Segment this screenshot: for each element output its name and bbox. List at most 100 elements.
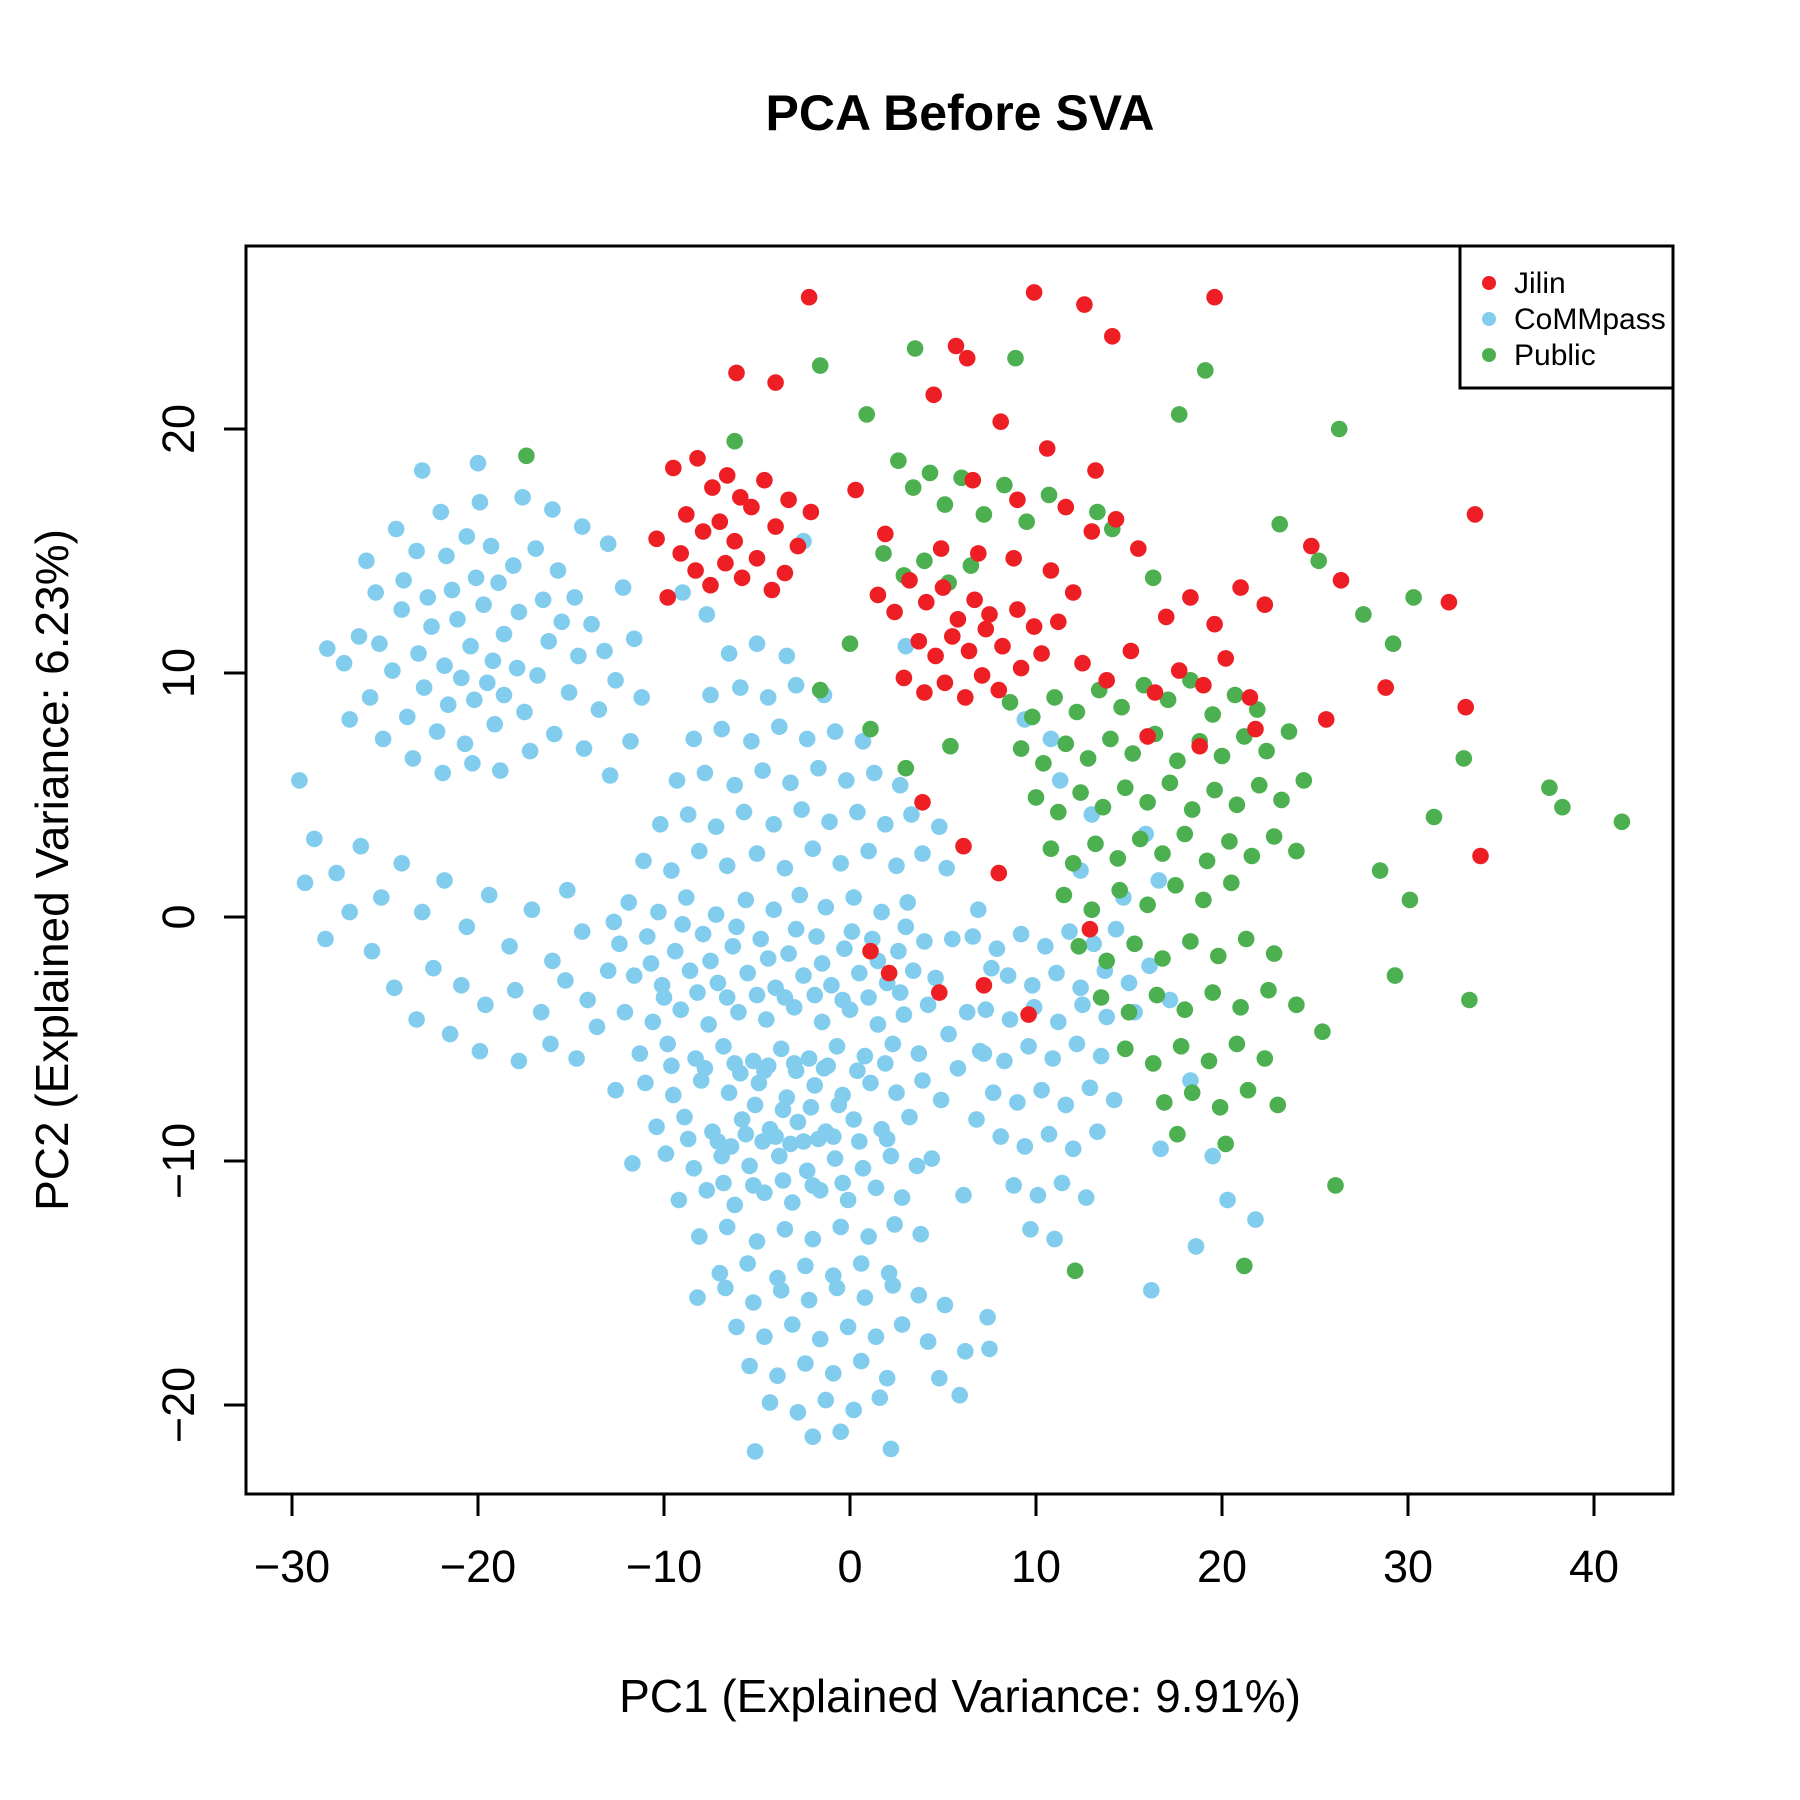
data-point-commpass — [393, 855, 411, 872]
data-point-jilin — [1107, 511, 1125, 528]
data-point-public — [1182, 933, 1199, 950]
data-point-commpass — [999, 967, 1017, 984]
data-point-commpass — [776, 989, 794, 1006]
data-point-commpass — [936, 1296, 954, 1314]
data-point-commpass — [739, 1255, 756, 1272]
data-point-public — [1310, 552, 1327, 570]
data-point-jilin — [1170, 662, 1188, 679]
data-point-commpass — [458, 918, 476, 936]
data-point-commpass — [741, 1157, 758, 1175]
data-point-public — [1083, 901, 1101, 918]
data-point-commpass — [1057, 1096, 1075, 1114]
data-point-commpass — [696, 1060, 714, 1077]
data-point-commpass — [804, 1177, 822, 1194]
data-point-commpass — [413, 903, 431, 921]
data-point-commpass — [566, 589, 583, 606]
data-point-commpass — [715, 1174, 732, 1192]
data-point-commpass — [944, 930, 961, 948]
data-point-commpass — [739, 964, 756, 982]
data-point-public — [1613, 813, 1631, 831]
data-point-commpass — [852, 1255, 870, 1272]
data-point-commpass — [653, 977, 671, 994]
data-point-commpass — [733, 1111, 751, 1128]
data-point-commpass — [436, 872, 453, 889]
data-point-public — [897, 759, 915, 777]
data-point-commpass — [810, 1130, 827, 1148]
data-point-jilin — [1182, 589, 1199, 606]
data-point-public — [1027, 789, 1045, 806]
data-point-commpass — [423, 618, 440, 635]
data-point-commpass — [1120, 974, 1138, 992]
data-point-commpass — [698, 606, 716, 623]
data-point-jilin — [776, 564, 794, 582]
data-point-commpass — [730, 1003, 747, 1021]
data-point-commpass — [663, 1057, 680, 1075]
data-point-commpass — [689, 1289, 706, 1306]
data-point-commpass — [642, 955, 660, 972]
data-point-commpass — [964, 928, 982, 945]
data-point-public — [858, 406, 875, 423]
data-point-public — [1461, 991, 1478, 1009]
data-point-jilin — [1122, 642, 1140, 660]
data-point-commpass — [977, 1001, 995, 1018]
data-point-jilin — [1440, 593, 1458, 611]
data-point-jilin — [748, 550, 766, 567]
data-point-public — [1197, 362, 1214, 379]
data-point-commpass — [575, 740, 593, 757]
data-point-public — [1265, 945, 1283, 962]
data-point-commpass — [415, 679, 433, 696]
data-point-commpass — [931, 1369, 948, 1387]
data-point-commpass — [756, 1062, 773, 1079]
data-point-jilin — [918, 593, 935, 611]
data-point-commpass — [890, 942, 907, 960]
data-point-public — [1271, 515, 1288, 533]
data-point-commpass — [1098, 1008, 1115, 1026]
data-point-commpass — [851, 964, 868, 982]
data-point-commpass — [495, 686, 513, 704]
data-point-jilin — [704, 479, 721, 496]
data-point-commpass — [666, 942, 684, 960]
data-point-commpass — [689, 984, 706, 1001]
legend-label-public: Public — [1514, 339, 1596, 372]
data-point-commpass — [860, 842, 877, 860]
data-point-jilin — [1130, 540, 1147, 557]
data-point-commpass — [718, 989, 736, 1006]
data-point-commpass — [438, 547, 455, 565]
data-point-commpass — [789, 1113, 807, 1131]
data-point-commpass — [480, 886, 498, 904]
data-point-jilin — [932, 540, 950, 557]
data-point-public — [1117, 1040, 1134, 1058]
data-point-public — [1260, 981, 1277, 999]
data-point-public — [841, 635, 859, 652]
data-point-jilin — [1081, 920, 1099, 938]
data-point-public — [1258, 742, 1275, 760]
data-point-public — [1211, 1099, 1229, 1116]
data-point-jilin — [1076, 296, 1093, 313]
data-point-jilin — [847, 481, 864, 499]
data-point-commpass — [897, 918, 915, 936]
data-point-commpass — [475, 596, 492, 613]
data-point-commpass — [469, 454, 487, 472]
data-point-commpass — [828, 1038, 846, 1055]
data-point-commpass — [652, 816, 669, 833]
data-point-commpass — [419, 589, 437, 606]
data-point-jilin — [648, 530, 665, 548]
data-point-public — [921, 464, 939, 482]
data-point-public — [1223, 874, 1240, 892]
data-point-public — [1089, 503, 1106, 521]
data-point-jilin — [1042, 562, 1060, 579]
data-point-jilin — [1009, 601, 1026, 618]
data-point-public — [1330, 420, 1348, 438]
data-point-commpass — [622, 733, 639, 750]
data-point-commpass — [1105, 1091, 1123, 1109]
data-point-commpass — [1085, 935, 1102, 953]
legend-item-commpass: CoMMpass — [1482, 303, 1666, 336]
data-point-public — [936, 496, 954, 513]
data-point-jilin — [800, 288, 818, 306]
data-point-commpass — [681, 962, 699, 979]
data-point-commpass — [726, 776, 743, 794]
data-point-jilin — [763, 581, 781, 599]
data-point-commpass — [800, 1050, 818, 1067]
y-axis-label: PC2 (Explained Variance: 6.23%) — [26, 529, 78, 1211]
